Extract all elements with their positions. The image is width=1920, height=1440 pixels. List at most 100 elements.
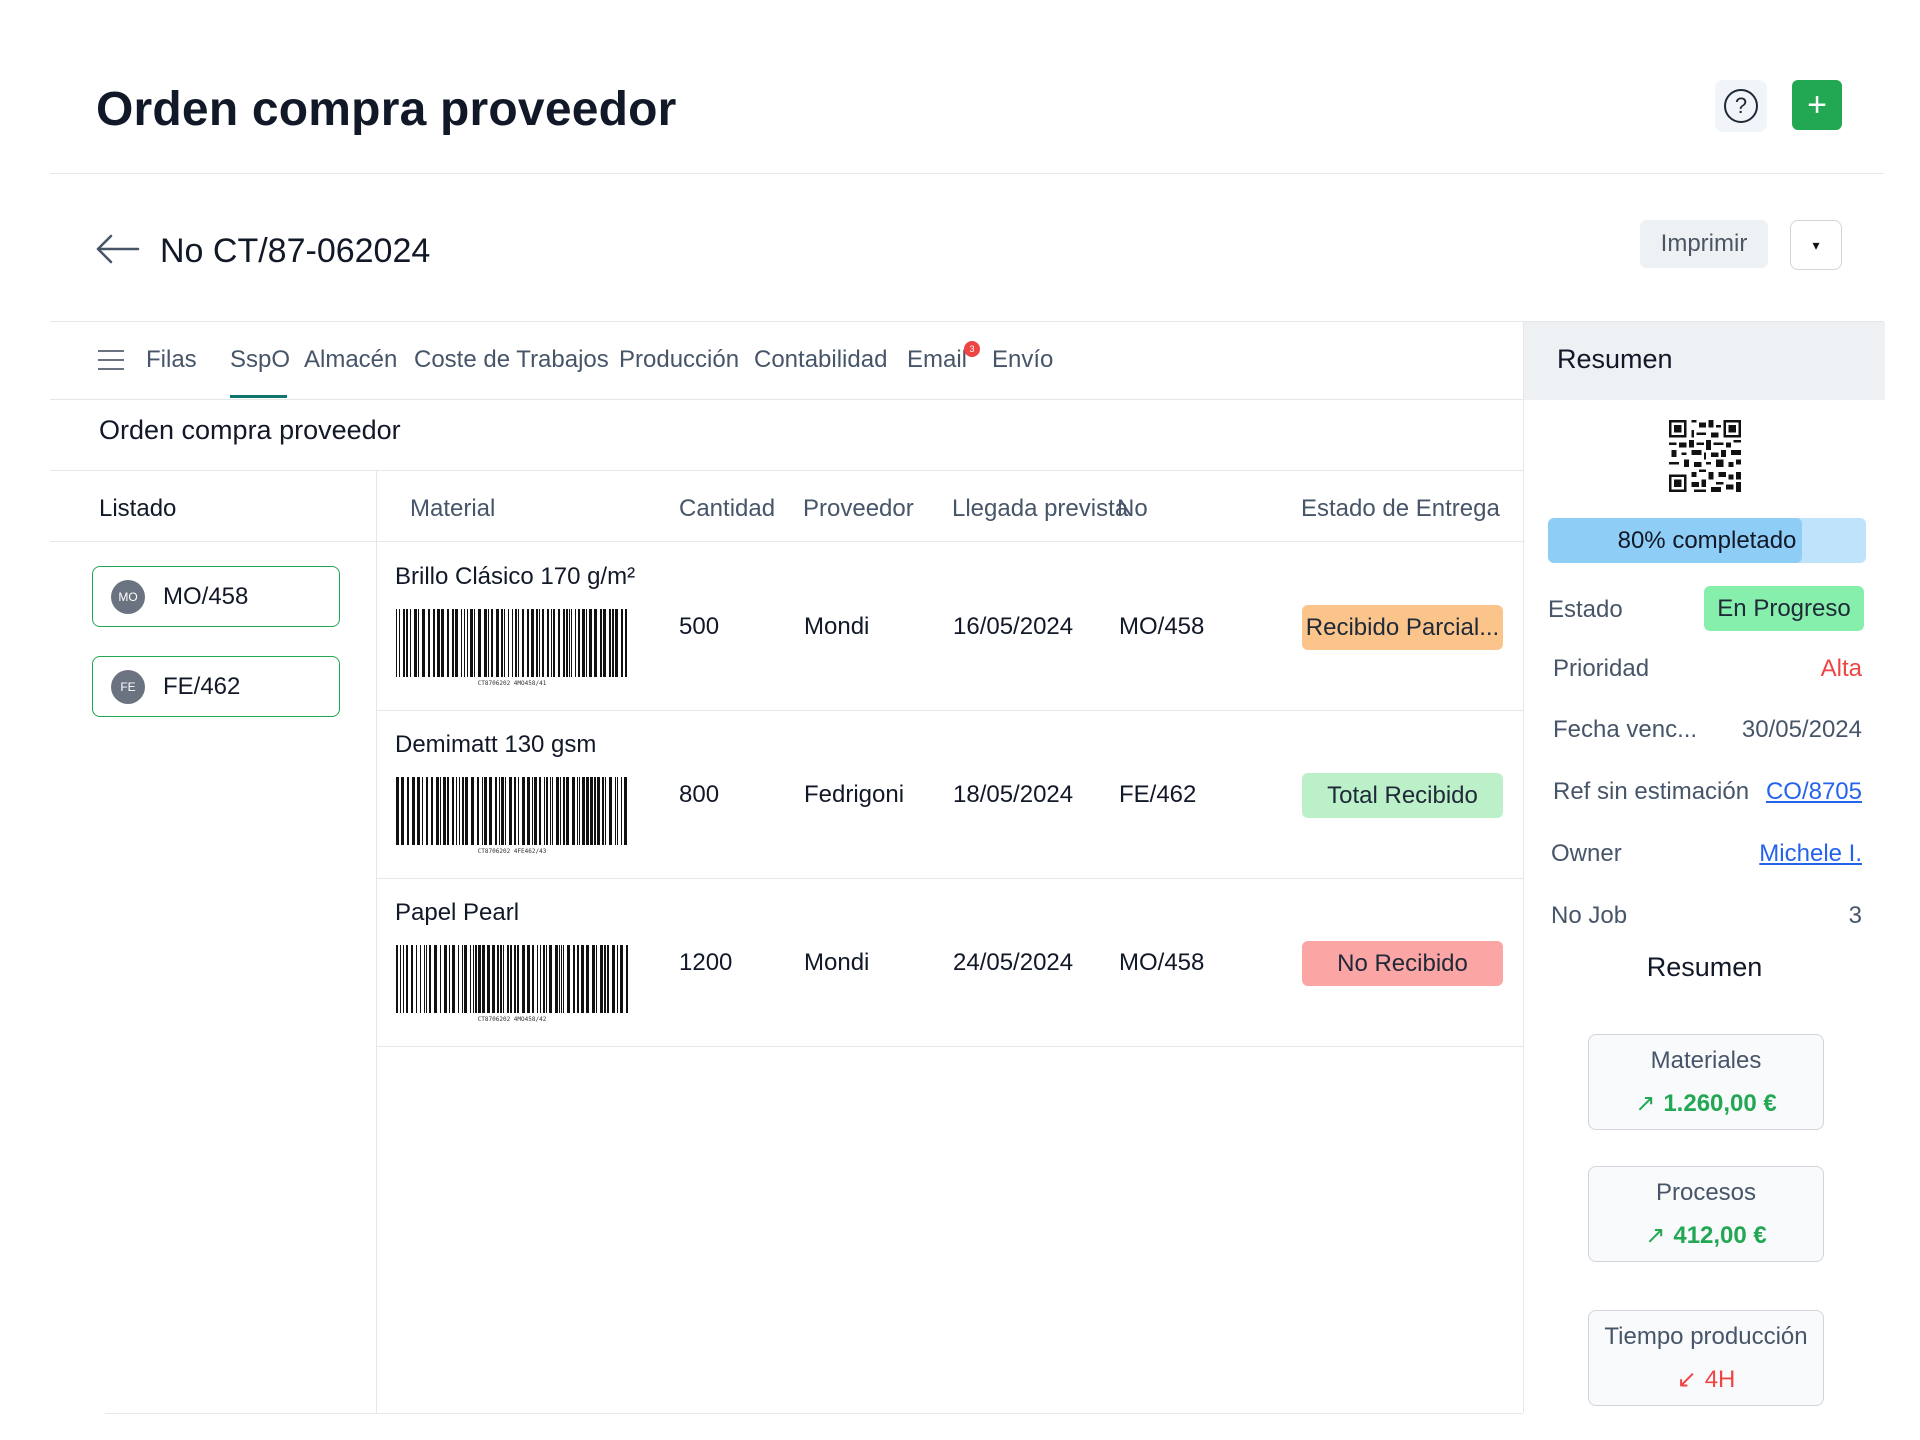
fecha-value: 30/05/2024 (1741, 716, 1862, 743)
llegada-cell: 18/05/2024 (953, 781, 1074, 808)
tab-envio[interactable]: Envío (992, 346, 1054, 373)
llegada-cell: 24/05/2024 (953, 949, 1074, 976)
divider (377, 541, 1523, 542)
summary-title: Resumen (1557, 344, 1673, 374)
active-tab-indicator (230, 395, 287, 398)
column-header-no[interactable]: No (1117, 495, 1148, 522)
status-badge: Total Recibido (1302, 773, 1503, 818)
prioridad-value: Alta (1820, 655, 1862, 682)
back-arrow-icon[interactable] (96, 234, 140, 264)
stat-card-materiales[interactable]: Materiales ↗ 1.260,00 € (1588, 1034, 1824, 1130)
proveedor-cell: Mondi (804, 949, 870, 976)
table-row[interactable]: Demimatt 130 gsm CT8706202 4FE462/43 800… (377, 711, 1523, 879)
order-number: No CT/87-062024 (160, 232, 431, 270)
list-item-fe462[interactable]: FE FE/462 (92, 656, 340, 717)
divider (105, 1413, 1523, 1414)
status-badge: En Progreso (1704, 586, 1864, 631)
nojob-label: No Job (1551, 902, 1628, 929)
barcode-image: CT8706202 4MO458/42 (396, 945, 628, 1023)
list-column: Listado MO MO/458 FE FE/462 (50, 471, 377, 1413)
ref-link[interactable]: CO/8705 (1765, 778, 1862, 805)
barcode-caption: CT8706202 4MO458/41 (478, 680, 547, 687)
stat-card-procesos[interactable]: Procesos ↗ 412,00 € (1588, 1166, 1824, 1262)
tab-filas[interactable]: Filas (146, 346, 197, 373)
owner-label: Owner (1551, 840, 1622, 867)
list-item-mo458[interactable]: MO MO/458 (92, 566, 340, 627)
avatar: MO (111, 579, 145, 614)
progress-fill (1548, 518, 1803, 563)
page-title: Orden compra proveedor (96, 83, 677, 136)
trend-up-icon: ↗ (1645, 1222, 1666, 1249)
help-icon: ? (1724, 89, 1758, 123)
column-header-llegada[interactable]: Llegada prevista (952, 495, 1129, 522)
tab-sspo[interactable]: SspO (230, 346, 291, 373)
material-name: Papel Pearl (395, 899, 520, 926)
proveedor-cell: Mondi (804, 613, 870, 640)
stat-card-tiempo[interactable]: Tiempo producción ↙ 4H (1588, 1310, 1824, 1406)
barcode-image: CT8706202 4MO458/41 (396, 609, 627, 687)
top-header: Orden compra proveedor ? + (50, 0, 1884, 174)
email-notification-badge: 3 (964, 341, 980, 357)
add-button[interactable]: + (1792, 80, 1842, 130)
table-row[interactable]: Papel Pearl CT8706202 4MO458/42 1200 Mon… (377, 879, 1523, 1047)
hamburger-menu-icon[interactable] (98, 350, 124, 370)
stat-label: Tiempo producción (1604, 1323, 1808, 1350)
stat-value: ↗ 412,00 € (1645, 1222, 1767, 1249)
trend-up-icon: ↗ (1635, 1090, 1656, 1117)
no-cell: MO/458 (1119, 949, 1205, 976)
more-options-button[interactable]: ▾ (1790, 220, 1842, 270)
tab-contabilidad[interactable]: Contabilidad (754, 346, 888, 373)
caret-down-icon: ▾ (1812, 236, 1820, 253)
avatar: FE (111, 669, 145, 704)
summary-panel: Resumen 80% comple (1523, 322, 1885, 1413)
stat-value: ↙ 4H (1676, 1366, 1736, 1393)
barcode-caption: CT8706202 4FE462/43 (478, 848, 547, 855)
trend-down-icon: ↙ (1676, 1366, 1697, 1393)
stat-value: ↗ 1.260,00 € (1635, 1090, 1777, 1117)
tab-email[interactable]: Email (907, 346, 968, 373)
progress-bar: 80% completado (1548, 518, 1866, 563)
divider (50, 541, 377, 542)
column-header-estado[interactable]: Estado de Entrega (1301, 495, 1500, 522)
cantidad-cell: 800 (679, 781, 720, 808)
tab-almacen[interactable]: Almacén (304, 346, 398, 373)
status-badge: Recibido Parcial... (1302, 605, 1503, 650)
tab-produccion[interactable]: Producción (619, 346, 740, 373)
print-button[interactable]: Imprimir (1640, 220, 1768, 268)
prioridad-label: Prioridad (1553, 655, 1650, 682)
column-header-material[interactable]: Material (410, 495, 496, 522)
list-heading: Listado (99, 495, 177, 522)
no-cell: FE/462 (1119, 781, 1197, 808)
qr-code-icon (1669, 420, 1741, 492)
owner-link[interactable]: Michele I. (1759, 840, 1862, 867)
order-header: No CT/87-062024 Imprimir ▾ (50, 174, 1884, 322)
stat-label: Procesos (1655, 1179, 1757, 1206)
barcode-image: CT8706202 4FE462/43 (396, 777, 627, 855)
cantidad-cell: 500 (679, 613, 720, 640)
llegada-cell: 16/05/2024 (953, 613, 1074, 640)
summary-header: Resumen (1524, 322, 1885, 400)
fecha-label: Fecha venc... (1553, 716, 1698, 743)
table-row[interactable]: Brillo Clásico 170 g/m² CT8706202 4MO458… (377, 543, 1523, 711)
material-name: Brillo Clásico 170 g/m² (395, 563, 636, 590)
section-title: Orden compra proveedor (99, 415, 401, 445)
no-cell: MO/458 (1119, 613, 1205, 640)
column-header-proveedor[interactable]: Proveedor (803, 495, 914, 522)
list-item-label: FE/462 (163, 672, 241, 700)
summary-subtitle: Resumen (1646, 952, 1763, 982)
stat-label: Materiales (1650, 1047, 1762, 1074)
list-item-label: MO/458 (163, 582, 249, 610)
help-button[interactable]: ? (1715, 80, 1767, 132)
material-name: Demimatt 130 gsm (395, 731, 597, 758)
barcode-caption: CT8706202 4MO458/42 (478, 1016, 547, 1023)
estado-label: Estado (1548, 596, 1623, 623)
column-header-cantidad[interactable]: Cantidad (679, 495, 776, 522)
tabs-bar: Filas SspO Almacén Coste de Trabajos Pro… (50, 322, 1523, 400)
divider (50, 470, 1523, 471)
proveedor-cell: Fedrigoni (804, 781, 905, 808)
nojob-value: 3 (1848, 902, 1862, 929)
progress-label: 80% completado (1617, 526, 1797, 554)
tab-coste-trabajos[interactable]: Coste de Trabajos (414, 346, 609, 373)
ref-label: Ref sin estimación (1553, 778, 1750, 805)
